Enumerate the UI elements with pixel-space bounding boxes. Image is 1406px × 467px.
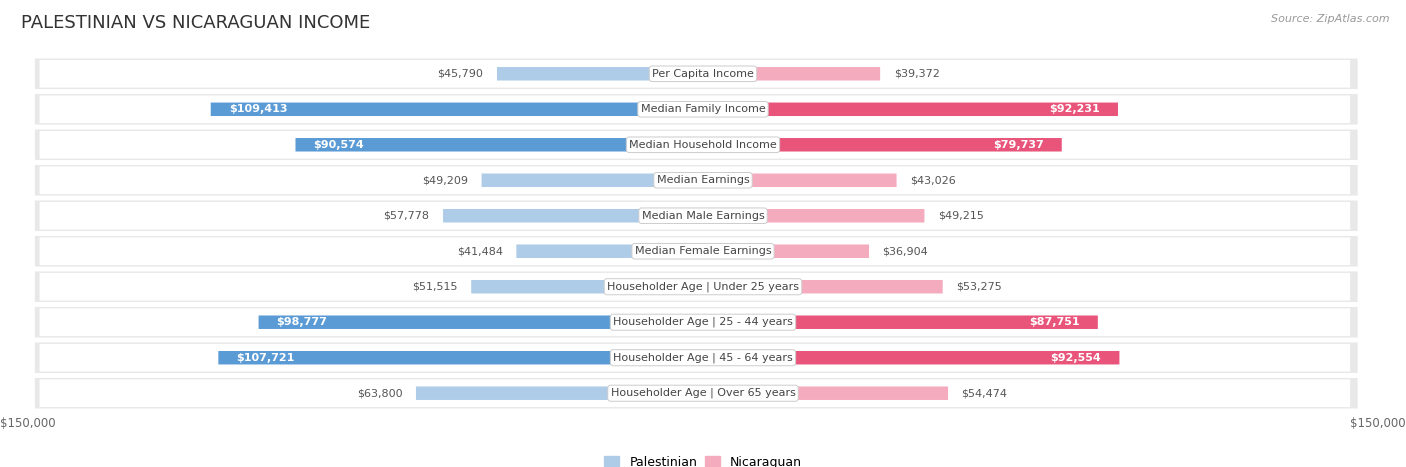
Text: $57,778: $57,778 [384, 211, 430, 221]
Legend: Palestinian, Nicaraguan: Palestinian, Nicaraguan [605, 456, 801, 467]
FancyBboxPatch shape [35, 129, 1358, 160]
FancyBboxPatch shape [471, 280, 703, 293]
FancyBboxPatch shape [35, 200, 1358, 231]
FancyBboxPatch shape [703, 280, 942, 293]
Text: $79,737: $79,737 [993, 140, 1043, 150]
Text: Householder Age | 25 - 44 years: Householder Age | 25 - 44 years [613, 317, 793, 327]
Text: $54,474: $54,474 [962, 388, 1008, 398]
Text: $43,026: $43,026 [910, 175, 956, 185]
Text: Median Male Earnings: Median Male Earnings [641, 211, 765, 221]
FancyBboxPatch shape [39, 202, 1350, 230]
Text: $109,413: $109,413 [229, 104, 287, 114]
FancyBboxPatch shape [35, 236, 1358, 267]
Text: $49,209: $49,209 [422, 175, 468, 185]
Text: $36,904: $36,904 [883, 246, 928, 256]
Text: $63,800: $63,800 [357, 388, 402, 398]
Text: PALESTINIAN VS NICARAGUAN INCOME: PALESTINIAN VS NICARAGUAN INCOME [21, 14, 370, 32]
FancyBboxPatch shape [211, 103, 703, 116]
Text: $90,574: $90,574 [314, 140, 364, 150]
Text: $49,215: $49,215 [938, 211, 984, 221]
Text: Source: ZipAtlas.com: Source: ZipAtlas.com [1271, 14, 1389, 24]
FancyBboxPatch shape [218, 351, 703, 364]
Text: Median Earnings: Median Earnings [657, 175, 749, 185]
FancyBboxPatch shape [35, 271, 1358, 302]
FancyBboxPatch shape [35, 378, 1358, 409]
Text: $98,777: $98,777 [277, 317, 328, 327]
FancyBboxPatch shape [703, 351, 1119, 364]
Text: $107,721: $107,721 [236, 353, 295, 363]
FancyBboxPatch shape [39, 308, 1350, 336]
FancyBboxPatch shape [703, 174, 897, 187]
FancyBboxPatch shape [35, 342, 1358, 373]
Text: $92,231: $92,231 [1049, 104, 1099, 114]
Text: Per Capita Income: Per Capita Income [652, 69, 754, 79]
Text: $53,275: $53,275 [956, 282, 1002, 292]
FancyBboxPatch shape [39, 379, 1350, 407]
FancyBboxPatch shape [259, 316, 703, 329]
FancyBboxPatch shape [35, 58, 1358, 89]
Text: $41,484: $41,484 [457, 246, 503, 256]
FancyBboxPatch shape [39, 131, 1350, 159]
FancyBboxPatch shape [39, 60, 1350, 88]
FancyBboxPatch shape [703, 67, 880, 80]
Text: Householder Age | Under 25 years: Householder Age | Under 25 years [607, 282, 799, 292]
FancyBboxPatch shape [482, 174, 703, 187]
FancyBboxPatch shape [39, 344, 1350, 372]
FancyBboxPatch shape [703, 138, 1062, 151]
FancyBboxPatch shape [416, 387, 703, 400]
Text: Householder Age | 45 - 64 years: Householder Age | 45 - 64 years [613, 353, 793, 363]
Text: $51,515: $51,515 [412, 282, 458, 292]
FancyBboxPatch shape [443, 209, 703, 222]
FancyBboxPatch shape [35, 165, 1358, 196]
FancyBboxPatch shape [703, 387, 948, 400]
Text: Median Household Income: Median Household Income [628, 140, 778, 150]
Text: Median Family Income: Median Family Income [641, 104, 765, 114]
FancyBboxPatch shape [39, 237, 1350, 265]
FancyBboxPatch shape [39, 166, 1350, 194]
FancyBboxPatch shape [496, 67, 703, 80]
Text: $87,751: $87,751 [1029, 317, 1080, 327]
Text: $45,790: $45,790 [437, 69, 484, 79]
FancyBboxPatch shape [703, 316, 1098, 329]
FancyBboxPatch shape [703, 103, 1118, 116]
FancyBboxPatch shape [703, 209, 924, 222]
FancyBboxPatch shape [39, 273, 1350, 301]
Text: Median Female Earnings: Median Female Earnings [634, 246, 772, 256]
FancyBboxPatch shape [35, 307, 1358, 338]
FancyBboxPatch shape [516, 245, 703, 258]
Text: Householder Age | Over 65 years: Householder Age | Over 65 years [610, 388, 796, 398]
Text: $92,554: $92,554 [1050, 353, 1101, 363]
FancyBboxPatch shape [703, 245, 869, 258]
FancyBboxPatch shape [39, 95, 1350, 123]
FancyBboxPatch shape [35, 94, 1358, 125]
FancyBboxPatch shape [295, 138, 703, 151]
Text: $39,372: $39,372 [894, 69, 939, 79]
